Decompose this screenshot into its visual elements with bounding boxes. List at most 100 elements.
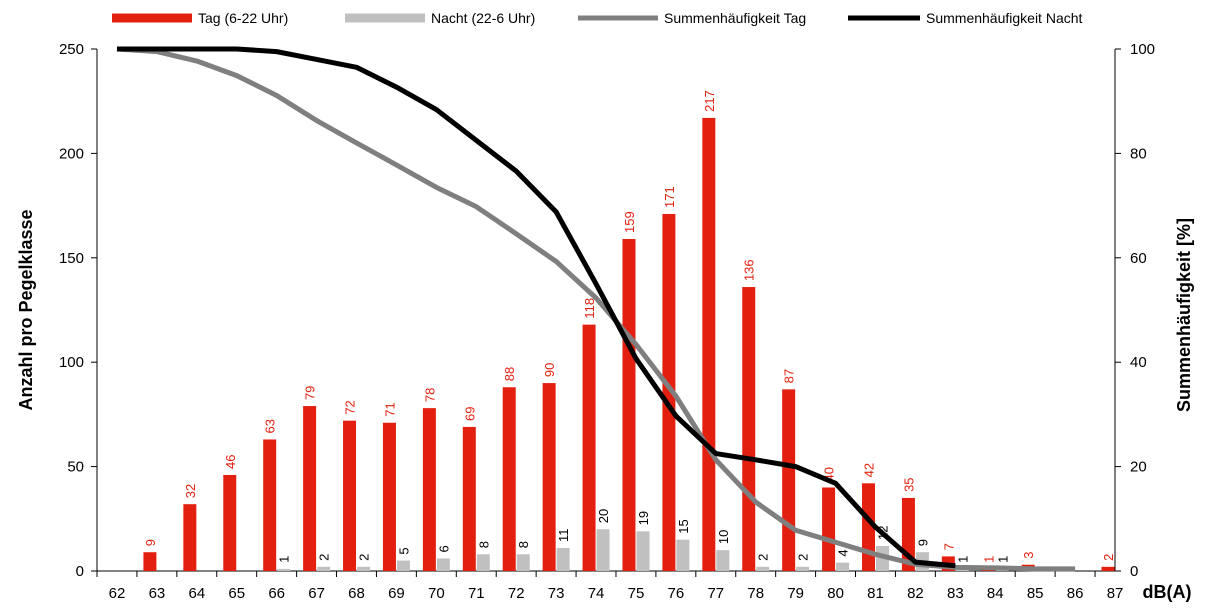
bar-nacht — [317, 566, 331, 571]
data-label-tag: 88 — [502, 367, 517, 381]
bar-nacht — [955, 568, 969, 571]
data-label-tag: 87 — [782, 369, 797, 383]
x-tick-label: 71 — [468, 585, 485, 602]
bar-tag — [223, 474, 237, 571]
bar-nacht — [357, 566, 371, 571]
bar-tag — [422, 408, 436, 571]
bar-tag — [343, 420, 357, 571]
x-tick-label: 78 — [747, 585, 764, 602]
bar-nacht — [396, 560, 410, 571]
data-label-nacht: 19 — [636, 511, 651, 525]
x-tick-label: 77 — [707, 585, 724, 602]
right-tick-label: 20 — [1130, 459, 1147, 476]
data-label-tag: 72 — [343, 400, 358, 414]
data-label-tag: 136 — [742, 259, 757, 281]
x-tick-label: 85 — [1027, 585, 1044, 602]
x-tick-label: 73 — [548, 585, 565, 602]
data-label-nacht: 5 — [396, 547, 411, 554]
data-label-nacht: 1 — [955, 556, 970, 563]
legend-summe-tag-label: Summenhäufigkeit Tag — [664, 10, 806, 26]
bar-nacht — [716, 550, 730, 571]
bar-nacht — [636, 531, 650, 571]
x-tick-label: 65 — [228, 585, 245, 602]
data-label-nacht: 1 — [995, 556, 1010, 563]
bar-tag — [382, 422, 396, 571]
data-label-tag: 9 — [143, 539, 158, 546]
right-tick-label: 100 — [1130, 41, 1155, 58]
x-tick-label: 62 — [109, 585, 126, 602]
x-tick-label: 80 — [827, 585, 844, 602]
x-tick-label: 67 — [308, 585, 325, 602]
x-tick-label: 68 — [348, 585, 365, 602]
right-tick-label: 60 — [1130, 250, 1147, 267]
data-label-tag: 35 — [901, 477, 916, 491]
data-label-nacht: 6 — [436, 545, 451, 552]
data-label-nacht: 1 — [277, 556, 292, 563]
data-label-nacht: 2 — [796, 554, 811, 561]
x-tick-label: 69 — [388, 585, 405, 602]
bar-tag — [742, 287, 756, 571]
x-tick-label: 83 — [947, 585, 964, 602]
y-axis-left-title: Anzahl pro Pegelklasse — [16, 209, 36, 410]
x-tick-label: 74 — [588, 585, 605, 602]
bar-tag — [143, 552, 157, 571]
data-label-tag: 78 — [422, 388, 437, 402]
data-label-nacht: 2 — [357, 554, 372, 561]
left-tick-label: 250 — [59, 41, 84, 58]
x-tick-label: 66 — [268, 585, 285, 602]
bar-tag — [502, 387, 516, 571]
x-tick-label: 87 — [1107, 585, 1124, 602]
bar-tag — [702, 117, 716, 572]
bar-tag — [303, 406, 317, 571]
bar-tag — [622, 239, 636, 571]
x-tick-label: 81 — [867, 585, 884, 602]
bar-tag — [582, 324, 596, 571]
data-label-nacht: 8 — [476, 541, 491, 548]
data-label-nacht: 15 — [676, 519, 691, 533]
x-tick-label: 84 — [987, 585, 1004, 602]
bar-nacht — [556, 548, 570, 571]
x-tick-label: 72 — [508, 585, 525, 602]
data-label-tag: 159 — [622, 211, 637, 233]
legend-tag-swatch — [112, 13, 192, 23]
x-tick-label: 76 — [668, 585, 685, 602]
bar-tag — [822, 487, 836, 571]
x-tick-label: 64 — [188, 585, 205, 602]
bar-nacht — [756, 566, 770, 571]
data-label-tag: 32 — [183, 484, 198, 498]
data-label-tag: 1 — [981, 556, 996, 563]
data-label-tag: 171 — [662, 186, 677, 208]
right-tick-label: 0 — [1130, 563, 1138, 580]
data-label-tag: 217 — [702, 90, 717, 112]
right-tick-label: 80 — [1130, 145, 1147, 162]
data-label-tag: 118 — [582, 298, 597, 319]
data-label-tag: 2 — [1101, 554, 1116, 561]
bar-nacht — [836, 562, 850, 571]
bar-tag — [462, 426, 476, 571]
x-tick-label: 82 — [907, 585, 924, 602]
data-label-tag: 79 — [303, 386, 318, 400]
legend-summe-nacht-swatch — [848, 15, 920, 21]
data-label-nacht: 10 — [716, 530, 731, 544]
x-tick-label: 79 — [787, 585, 804, 602]
x-axis-title: dB(A) — [1143, 582, 1192, 602]
x-tick-label: 63 — [149, 585, 166, 602]
bar-nacht — [476, 554, 490, 571]
bar-tag — [1101, 566, 1115, 571]
line-summe-nacht — [117, 46, 956, 569]
bar-nacht — [596, 529, 610, 571]
bar-nacht — [516, 554, 530, 571]
right-tick-label: 40 — [1130, 354, 1147, 371]
legend-nacht-swatch — [345, 13, 425, 23]
data-label-nacht: 20 — [596, 509, 611, 523]
bar-nacht — [676, 539, 690, 571]
left-tick-label: 100 — [59, 354, 84, 371]
legend-tag-label: Tag (6-22 Uhr) — [198, 10, 288, 26]
left-tick-label: 0 — [76, 563, 84, 580]
data-label-tag: 7 — [941, 543, 956, 550]
bar-nacht — [277, 568, 291, 571]
data-label-tag: 90 — [542, 363, 557, 377]
left-tick-label: 150 — [59, 250, 84, 267]
